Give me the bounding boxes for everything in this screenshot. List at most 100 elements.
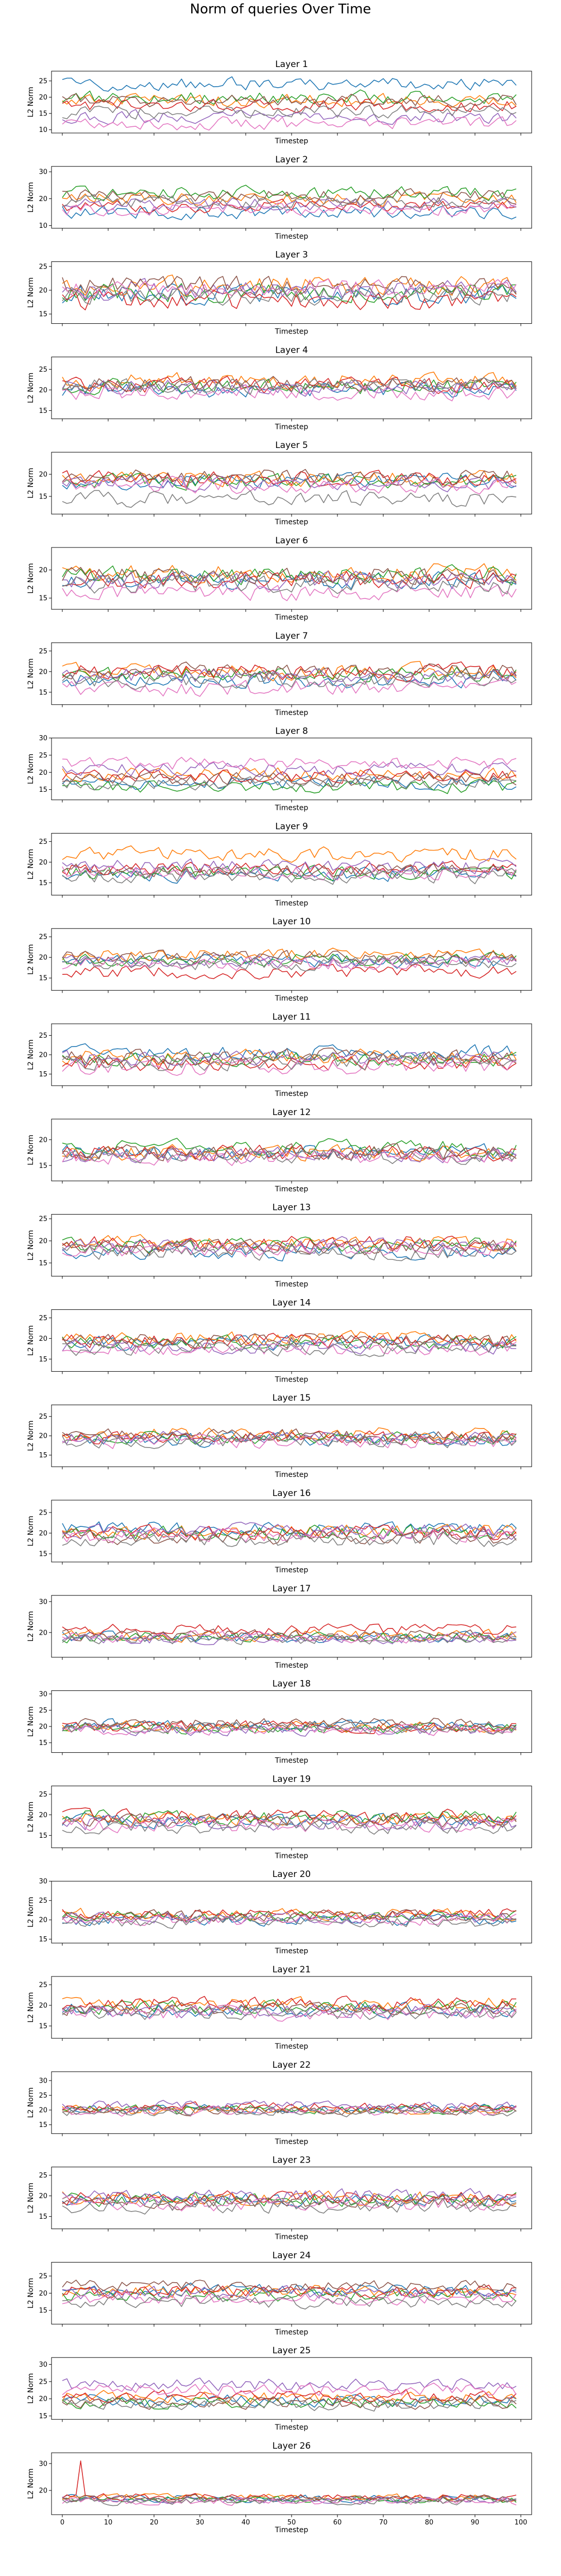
subplot-layer-11: Layer 11 15 20 25 Timestep L2 Norm	[27, 1012, 532, 1098]
series-line-7	[62, 278, 517, 300]
series-group	[62, 1043, 517, 1076]
y-tick-label: 15	[39, 689, 47, 696]
y-axis-label: L2 Norm	[27, 1230, 35, 1260]
y-tick-label: 15	[39, 1162, 47, 1170]
series-group	[62, 469, 517, 508]
series-line-2	[62, 2190, 517, 2206]
series-line-5	[62, 954, 517, 968]
series-line-2	[62, 274, 517, 297]
series-group	[62, 1427, 517, 1449]
y-axis-label: L2 Norm	[27, 849, 35, 879]
x-axis-label: Timestep	[275, 137, 309, 145]
series-line-8	[62, 775, 517, 791]
series-line-5	[62, 2378, 517, 2391]
series-line-4	[62, 963, 517, 980]
series-line-8	[62, 2107, 517, 2118]
y-tick-label: 20	[39, 769, 47, 777]
series-line-4	[62, 289, 517, 311]
series-line-8	[62, 1054, 517, 1072]
y-axis-label: L2 Norm	[27, 373, 35, 403]
subplot-layer-21: Layer 21 15 20 25 Timestep L2 Norm	[27, 1965, 532, 2051]
subplot-title: Layer 19	[273, 1774, 311, 1784]
series-group	[62, 1623, 517, 1646]
y-axis-label: L2 Norm	[27, 1611, 35, 1641]
series-line-4	[62, 1996, 517, 2012]
x-tick-label: 60	[333, 2519, 342, 2527]
x-axis-label: Timestep	[275, 2423, 309, 2432]
series-line-4	[62, 1623, 517, 1636]
series-line-7	[62, 2497, 517, 2506]
y-tick-label: 25	[39, 838, 47, 846]
series-line-2	[62, 191, 517, 207]
x-tick-label: 50	[287, 2519, 296, 2527]
subplot-layer-18: Layer 18 15 20 25 30 Timestep L2 Norm	[27, 1679, 532, 1765]
subplot-layer-1: Layer 1 10 15 20 25 Timestep L2 Norm	[27, 59, 532, 145]
x-tick-label: 0	[60, 2519, 64, 2527]
series-line-4	[62, 98, 517, 113]
y-tick-label: 20	[39, 1629, 47, 1637]
y-axis-label: L2 Norm	[27, 87, 35, 117]
series-line-4	[62, 1524, 517, 1541]
series-line-6	[62, 2494, 517, 2503]
series-line-7	[62, 2382, 517, 2396]
subplot-title: Layer 4	[275, 345, 308, 355]
subplot-layer-17: Layer 17 20 30 Timestep L2 Norm	[27, 1584, 532, 1670]
x-axis-label: Timestep	[275, 518, 309, 526]
series-line-7	[62, 1913, 517, 1926]
series-group	[62, 1807, 517, 1835]
y-tick-label: 20	[39, 859, 47, 867]
y-tick-label: 30	[39, 2460, 47, 2468]
series-group	[62, 371, 517, 402]
series-line-8	[62, 1531, 517, 1547]
series-line-1	[62, 775, 517, 791]
subplot-layer-8: Layer 8 15 20 25 30 Timestep L2 Norm	[27, 726, 532, 812]
series-line-2	[62, 2493, 517, 2502]
x-axis-label: Timestep	[275, 2042, 309, 2051]
subplot-title: Layer 2	[275, 155, 308, 165]
series-group	[62, 185, 517, 221]
y-tick-label: 20	[39, 387, 47, 394]
subplot-title: Layer 14	[273, 1298, 311, 1308]
figure-title: Norm of queries Over Time	[190, 2, 371, 17]
subplot-layer-26: Layer 26 20 30 0 10 20 30 40 50 60 70 80 90 100 Timest…	[27, 2441, 532, 2534]
y-tick-label: 15	[39, 2307, 47, 2315]
subplot-layer-6: Layer 6 15 20 Timestep L2 Norm	[27, 536, 532, 622]
series-line-6	[62, 1143, 517, 1161]
y-tick-label: 25	[39, 1413, 47, 1421]
y-axis-label: L2 Norm	[27, 277, 35, 308]
subplot-title: Layer 20	[273, 1869, 311, 1880]
y-tick-label: 20	[39, 1238, 47, 1245]
series-line-6	[62, 1628, 517, 1642]
subplot-title: Layer 17	[273, 1584, 311, 1594]
subplot-layer-7: Layer 7 15 20 25 Timestep L2 Norm	[27, 631, 532, 717]
series-line-1	[62, 472, 517, 491]
x-tick-label: 40	[242, 2519, 250, 2527]
subplot-title: Layer 18	[273, 1679, 311, 1689]
y-tick-label: 20	[39, 567, 47, 574]
x-tick-label: 20	[150, 2519, 159, 2527]
y-tick-label: 20	[39, 1136, 47, 1144]
x-axis-label: Timestep	[275, 1090, 309, 1098]
y-tick-label: 20	[39, 2487, 47, 2495]
series-line-6	[62, 2280, 517, 2293]
x-axis-label: Timestep	[275, 613, 309, 622]
series-group	[62, 1521, 517, 1547]
y-tick-label: 20	[39, 1335, 47, 1343]
series-line-2	[62, 1330, 517, 1347]
series-line-3	[62, 778, 517, 794]
y-axis-label: L2 Norm	[27, 1802, 35, 1832]
y-tick-label: 25	[39, 263, 47, 271]
series-group	[62, 1996, 517, 2022]
y-tick-label: 15	[39, 2023, 47, 2031]
series-line-6	[62, 772, 517, 787]
series-line-8	[62, 1634, 517, 1646]
series-line-7	[62, 1241, 517, 1257]
subplot-layer-9: Layer 9 15 20 25 Timestep L2 Norm	[27, 821, 532, 907]
subplot-layer-24: Layer 24 15 20 25 Timestep L2 Norm	[27, 2250, 532, 2336]
y-tick-label: 15	[39, 1936, 47, 1943]
subplot-layer-19: Layer 19 15 20 25 Timestep L2 Norm	[27, 1774, 532, 1860]
series-line-7	[62, 475, 517, 495]
series-group	[62, 2280, 517, 2310]
y-tick-label: 30	[39, 2077, 47, 2085]
x-axis-label: Timestep	[275, 1185, 309, 1193]
